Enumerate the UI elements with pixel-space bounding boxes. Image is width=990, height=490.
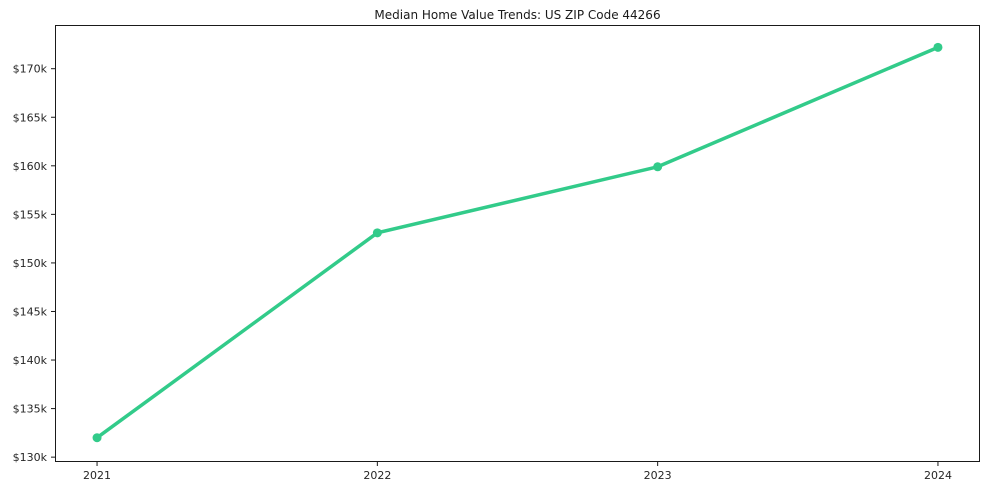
y-tick-label: $170k [13,63,48,76]
y-tick-label: $135k [13,403,48,416]
data-point-marker [92,433,102,443]
x-tick-label: 2023 [644,469,672,482]
data-point-marker [933,42,943,52]
y-tick-label: $155k [13,208,48,221]
y-tick-label: $160k [13,160,48,173]
x-tick-label: 2022 [363,469,391,482]
y-tick-label: $150k [13,257,48,270]
y-tick-label: $130k [13,451,48,464]
y-tick-label: $165k [13,111,48,124]
y-tick-label: $140k [13,354,48,367]
x-tick-label: 2024 [924,469,952,482]
x-tick-label: 2021 [83,469,111,482]
y-tick-label: $145k [13,305,48,318]
line-series [95,45,940,440]
chart-title: Median Home Value Trends: US ZIP Code 44… [374,8,661,22]
data-point-marker [653,162,663,172]
data-point-marker [372,228,382,238]
plot-border [55,25,980,462]
